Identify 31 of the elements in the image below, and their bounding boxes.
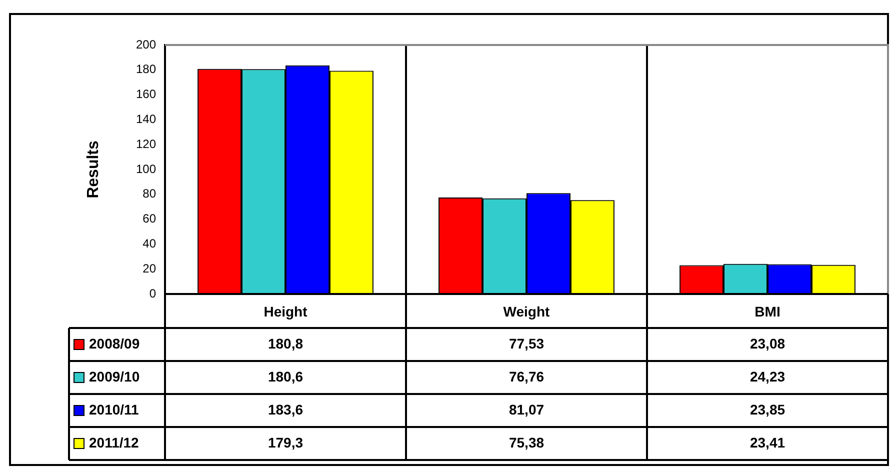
data-label: 179,3: [268, 434, 304, 450]
x-tick-label: BMI: [754, 303, 780, 320]
data-label: 23,08: [750, 335, 786, 352]
y-tick-label: 40: [142, 236, 156, 251]
x-tick-label: Weight: [503, 303, 550, 320]
y-tick-label: 160: [136, 87, 156, 102]
y-tick-label: 200: [136, 37, 156, 52]
data-label: 76,76: [508, 368, 544, 384]
data-label: 75,38: [508, 434, 544, 450]
y-tick-label: 60: [142, 212, 156, 226]
y-axis-title: Results: [85, 140, 102, 198]
y-tick-label: 20: [142, 261, 156, 276]
y-tick-label: 80: [142, 186, 156, 201]
y-tick-label: 0: [149, 286, 156, 300]
data-label: 77,53: [508, 335, 544, 352]
data-label: 23,85: [750, 401, 786, 418]
legend-label: 2011/12: [89, 434, 140, 450]
x-tick-label: Height: [264, 303, 308, 320]
data-label: 180,6: [268, 368, 304, 384]
legend-label: 2010/11: [89, 401, 140, 418]
data-label: 81,07: [508, 401, 544, 418]
legend-label: 2008/09: [89, 335, 140, 352]
y-tick-label: 100: [136, 162, 156, 176]
y-tick-label: 140: [136, 112, 156, 126]
data-label: 183,6: [268, 401, 304, 418]
data-label: 180,8: [268, 335, 304, 352]
data-label: 23,41: [750, 434, 786, 450]
data-label: 24,23: [750, 368, 786, 384]
legend-label: 2009/10: [89, 368, 140, 384]
y-tick-label: 180: [136, 62, 156, 76]
y-tick-label: 120: [136, 136, 156, 151]
